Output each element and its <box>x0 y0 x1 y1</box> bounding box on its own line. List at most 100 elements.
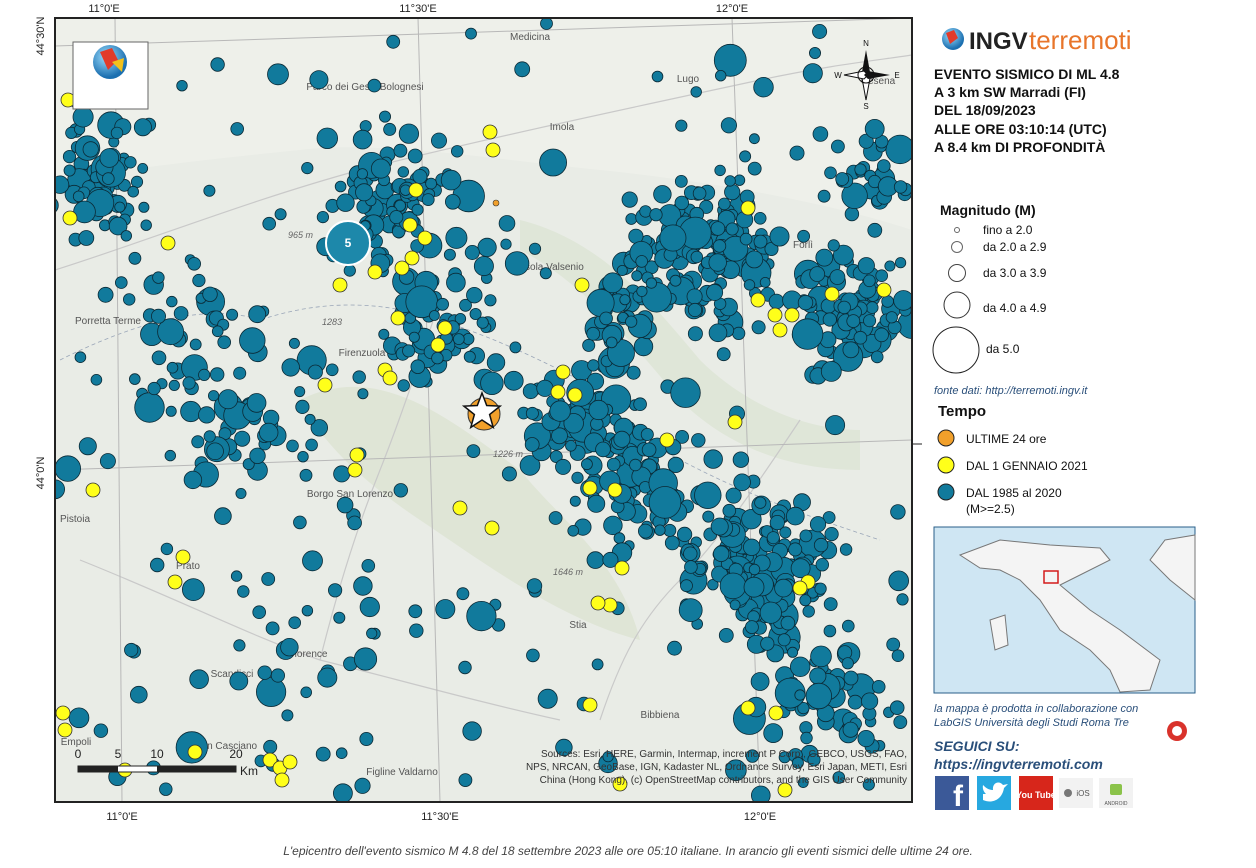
event-marker <box>787 646 799 658</box>
event-marker <box>741 509 762 530</box>
android-icon[interactable]: ANDROID <box>1099 778 1133 808</box>
top-tick: 11°30'E <box>399 3 437 15</box>
event-marker <box>621 191 638 208</box>
event-marker <box>310 419 329 437</box>
event-marker <box>588 399 609 421</box>
event-marker <box>777 633 791 647</box>
border <box>59 304 881 541</box>
place-label: Borgo San Lorenzo <box>307 489 394 500</box>
facebook-icon[interactable]: f <box>935 776 969 813</box>
event-marker <box>667 456 684 473</box>
event-marker <box>875 269 888 283</box>
event-marker-2021 <box>417 230 433 246</box>
event-marker-2021 <box>659 432 675 448</box>
ios-icon[interactable]: iOS <box>1059 778 1093 808</box>
scale-unit: Km <box>240 764 258 778</box>
event-marker <box>893 290 912 311</box>
event-marker <box>640 427 654 441</box>
event-marker <box>234 430 251 447</box>
event-marker-2021 <box>402 217 418 233</box>
inset-map <box>933 526 1196 694</box>
event-marker-2021 <box>390 310 406 326</box>
event-marker <box>749 133 760 145</box>
place-label: Figline Valdarno <box>366 767 438 778</box>
event-marker <box>581 458 593 471</box>
event-marker <box>436 297 450 311</box>
event-marker <box>473 256 494 277</box>
event-marker <box>820 360 842 382</box>
event-marker <box>325 363 339 377</box>
event-marker <box>486 353 506 372</box>
event-marker <box>90 373 103 386</box>
event-marker <box>702 510 715 523</box>
legend-symbol <box>932 326 980 374</box>
twitter-icon[interactable] <box>977 776 1011 810</box>
event-marker <box>361 558 376 573</box>
event-marker <box>754 496 767 509</box>
graticule <box>55 18 912 802</box>
event-marker <box>889 700 905 715</box>
event-marker <box>316 127 339 150</box>
event-marker <box>198 406 216 424</box>
legend-symbol <box>937 483 955 501</box>
place-label: Firenzuola <box>339 348 386 359</box>
event-marker <box>218 389 239 410</box>
event-marker <box>569 495 581 507</box>
event-marker <box>884 260 896 272</box>
event-marker <box>549 450 563 464</box>
event-marker <box>539 148 567 177</box>
event-marker <box>469 307 482 320</box>
event-marker <box>458 660 472 675</box>
event-marker <box>745 250 764 269</box>
event-marker <box>367 78 382 93</box>
event-marker <box>846 314 861 329</box>
event-marker <box>274 208 287 221</box>
event-marker <box>625 315 638 328</box>
event-marker <box>743 279 756 291</box>
event-marker <box>571 471 584 484</box>
event-marker <box>649 208 663 222</box>
event-marker <box>316 211 329 224</box>
event-marker <box>748 563 761 576</box>
event-marker <box>347 515 362 531</box>
social-icons: f You Tube iOS ANDROID <box>935 776 1133 813</box>
event-marker <box>857 257 875 275</box>
event-marker-2021 <box>187 744 203 760</box>
event-marker <box>443 248 456 261</box>
event-marker-2021 <box>612 776 628 792</box>
event-marker <box>874 327 889 343</box>
event-marker <box>809 266 826 283</box>
event-marker <box>586 326 601 341</box>
event-marker <box>616 264 628 276</box>
event-line: ALLE ORE 03:10:14 (UTC) <box>934 121 1107 137</box>
inset-land <box>1149 534 1196 602</box>
event-marker <box>789 145 805 161</box>
event-marker <box>477 237 497 257</box>
event-marker <box>799 594 812 607</box>
event-marker <box>810 645 832 668</box>
event-marker <box>336 193 355 212</box>
event-marker <box>203 430 216 443</box>
event-marker <box>333 611 346 624</box>
event-marker <box>833 244 854 266</box>
event-marker <box>301 605 314 617</box>
event-marker <box>712 239 727 253</box>
event-marker <box>402 344 416 358</box>
legend-item: fino a 2.0 <box>983 223 1033 237</box>
compass-needle <box>864 71 890 79</box>
follow-url[interactable]: https://ingvterremoti.com <box>934 756 1103 772</box>
event-marker <box>294 386 306 398</box>
data-source: fonte dati: http://terremoti.ingv.it <box>934 385 1088 397</box>
event-marker <box>180 400 202 423</box>
event-marker <box>393 483 409 498</box>
event-marker <box>421 193 435 207</box>
youtube-icon[interactable]: You Tube <box>1016 776 1056 810</box>
event-marker <box>55 175 70 194</box>
event-marker <box>732 326 746 340</box>
event-marker <box>445 226 468 249</box>
event-marker-2021 <box>582 480 598 496</box>
event-marker <box>814 582 827 595</box>
event-marker <box>233 639 246 652</box>
event-marker <box>286 439 299 453</box>
event-marker <box>307 364 323 380</box>
